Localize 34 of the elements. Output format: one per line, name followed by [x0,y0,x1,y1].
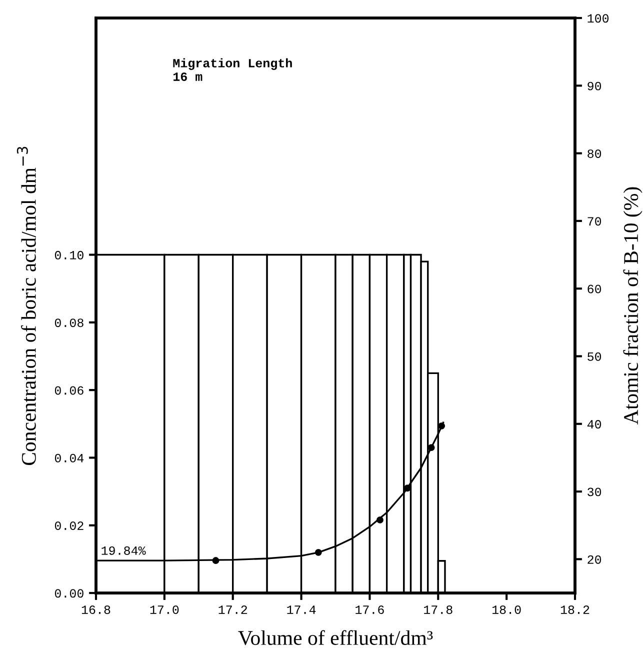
x-axis-title: Volume of effluent/dm³ [238,630,433,646]
y-tick-label: 0.06 [54,386,84,395]
x-tick-label: 17.4 [287,606,316,614]
y2-tick-label: 20 [588,555,602,564]
y2-tick-label: 70 [588,217,602,226]
x-tick-label: 18.2 [560,606,590,614]
annotation: Migration Length 16 m [173,58,292,81]
y-tick-label: 0.02 [54,522,84,530]
y2-tick-label: 80 [588,149,602,158]
y2-tick-label: 60 [588,284,602,294]
y2-tick-label: 100 [588,14,609,23]
point [212,557,220,564]
y2-tick-label: 30 [588,488,602,496]
y-tick-label: 0.10 [54,250,84,260]
x-tick-label: 17.6 [356,606,384,614]
point [428,444,435,452]
x-tick-label: 17.0 [150,606,179,614]
y-tick-label: 0.04 [54,454,84,462]
point [376,516,384,524]
y2-tick-label: 90 [588,82,602,90]
y-axis-title: Concentration of boric acid/mol dm$^{−3}$ [16,146,36,466]
point [438,422,446,430]
x-tick-label: 18.0 [492,606,521,614]
annotation: 19.84% [102,546,146,555]
x-tick-label: 17.8 [424,606,452,614]
y2-tick-label: 40 [587,420,602,429]
y2-tick-label: 50 [588,352,602,361]
y-tick-label: 0.00 [54,589,84,598]
point [314,548,322,556]
y2-axis-title: Atomic fraction of B-10 (%) [623,187,642,424]
point [404,484,411,492]
x-tick-label: 16.8 [82,606,110,614]
y-tick-label: 0.08 [54,318,84,328]
x-tick-label: 17.2 [218,606,247,614]
